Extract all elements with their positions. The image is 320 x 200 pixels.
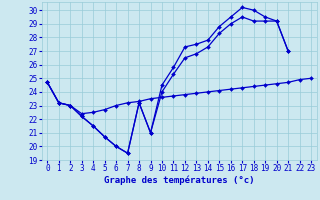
X-axis label: Graphe des températures (°c): Graphe des températures (°c) [104, 176, 254, 185]
